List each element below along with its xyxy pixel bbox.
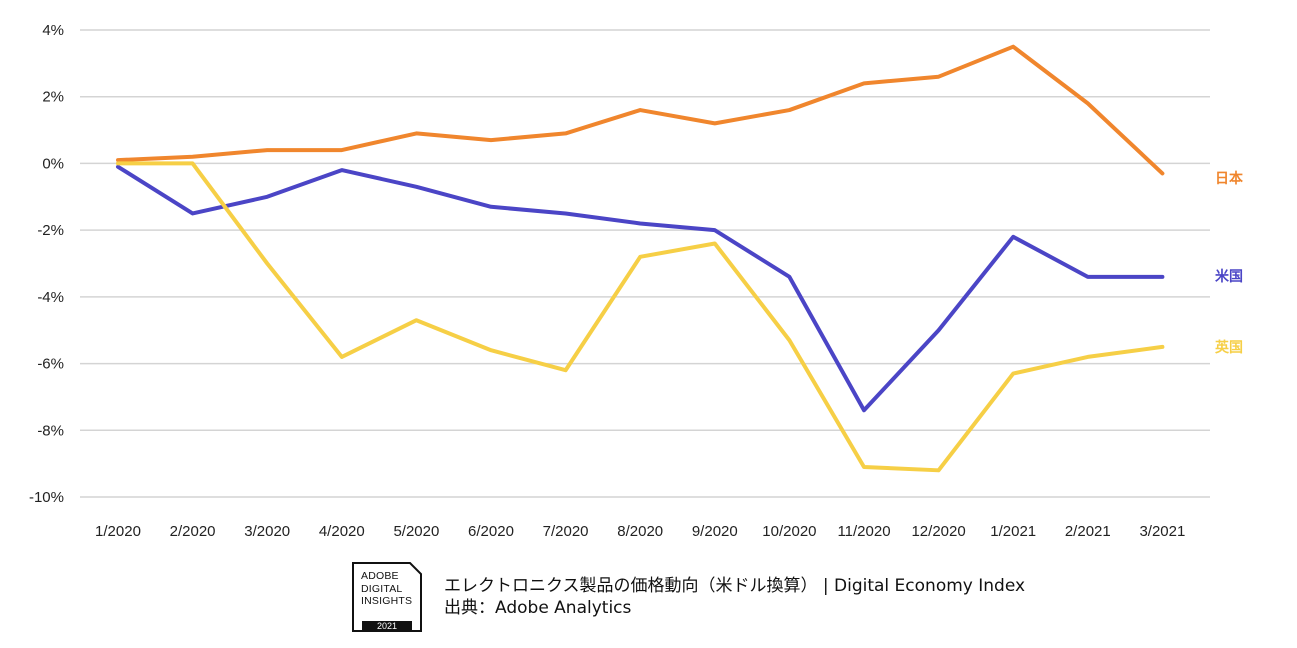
- x-tick-label: 2/2021: [1065, 523, 1111, 540]
- series-line: [116, 161, 1165, 473]
- x-tick-label: 5/2020: [393, 523, 439, 540]
- series-lines: [116, 44, 1165, 473]
- line-chart: 4% 2% 0% -2% -4% -6% -8% -10% 1/2020 2/2020 3/202…: [29, 22, 1244, 540]
- badge-line: ADOBE: [361, 570, 399, 582]
- adobe-digital-insights-badge: ADOBE DIGITAL INSIGHTS 2021: [352, 562, 422, 632]
- y-tick-label: -8%: [37, 422, 64, 439]
- x-tick-label: 1/2020: [95, 523, 141, 540]
- y-tick-label: -10%: [29, 489, 64, 506]
- y-axis-ticks: 4% 2% 0% -2% -4% -6% -8% -10%: [29, 22, 64, 506]
- chart-footer: ADOBE DIGITAL INSIGHTS 2021 エレクトロニクス製品の価…: [352, 562, 1025, 632]
- badge-line: DIGITAL: [361, 582, 403, 595]
- x-tick-label: 9/2020: [692, 523, 738, 540]
- x-tick-label: 3/2021: [1139, 523, 1185, 540]
- x-tick-label: 10/2020: [762, 523, 816, 540]
- y-tick-label: -2%: [37, 222, 64, 239]
- x-tick-label: 4/2020: [319, 523, 365, 540]
- caption-title: エレクトロニクス製品の価格動向（米ドル換算） | Digital Economy…: [444, 576, 1026, 596]
- y-tick-label: 0%: [42, 155, 64, 172]
- y-tick-label: 2%: [42, 89, 64, 106]
- x-tick-label: 8/2020: [617, 523, 663, 540]
- footer-caption: エレクトロニクス製品の価格動向（米ドル換算） | Digital Economy…: [444, 575, 1025, 619]
- x-tick-label: 3/2020: [244, 523, 290, 540]
- series-label: 日本: [1215, 170, 1244, 187]
- x-tick-label: 1/2021: [990, 523, 1036, 540]
- y-tick-label: -4%: [37, 289, 64, 306]
- series-line: [116, 164, 1165, 413]
- series-label: 英国: [1214, 339, 1243, 356]
- badge-line: INSIGHTS: [361, 595, 413, 607]
- badge-year: 2021: [362, 621, 412, 632]
- x-tick-label: 7/2020: [543, 523, 589, 540]
- x-tick-label: 12/2020: [911, 523, 965, 540]
- x-tick-label: 6/2020: [468, 523, 514, 540]
- y-tick-label: 4%: [42, 22, 64, 39]
- caption-source: 出典：Adobe Analytics: [444, 598, 632, 618]
- series-label: 米国: [1215, 268, 1243, 285]
- x-tick-label: 2/2020: [170, 523, 216, 540]
- badge-frame-icon: [352, 562, 422, 632]
- y-tick-label: -6%: [37, 356, 64, 373]
- x-tick-label: 11/2020: [837, 523, 890, 540]
- gridlines: [80, 29, 1210, 498]
- x-axis-ticks: 1/2020 2/2020 3/2020 4/2020 5/2020 6/2020 7/20…: [95, 523, 1185, 540]
